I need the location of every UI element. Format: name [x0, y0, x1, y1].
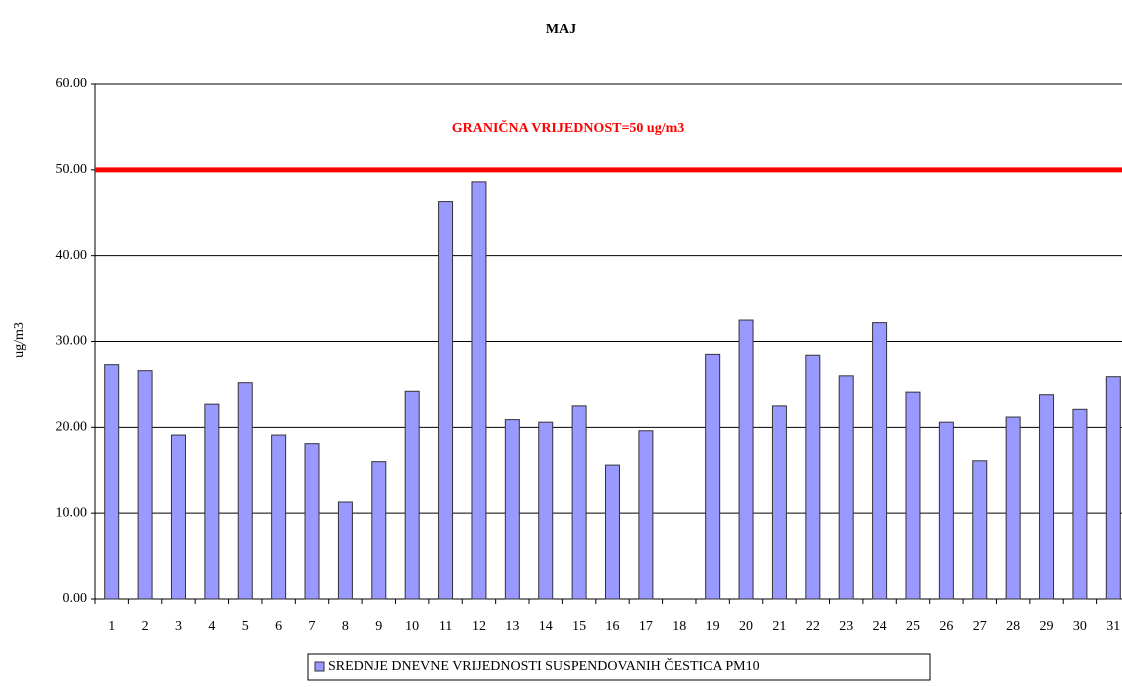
bar	[638, 430, 654, 600]
threshold-label: GRANIČNA VRIJEDNOST=50 ug/m3	[452, 119, 685, 136]
y-tick-label: 20.00	[56, 420, 88, 435]
bar	[938, 421, 954, 600]
x-tick-label: 14	[539, 619, 553, 634]
x-tick-label: 8	[342, 619, 349, 634]
x-tick-label: 4	[208, 619, 215, 634]
bar	[538, 421, 554, 600]
x-tick-label: 10	[405, 619, 419, 634]
bar	[304, 443, 320, 600]
y-tick-label: 0.00	[63, 591, 88, 606]
bar	[104, 364, 120, 600]
bar	[438, 201, 454, 600]
y-tick-label: 30.00	[56, 334, 88, 349]
x-tick-label: 3	[175, 619, 182, 634]
x-tick-label: 29	[1040, 619, 1054, 634]
x-tick-label: 18	[672, 619, 686, 634]
x-tick-label: 7	[309, 619, 316, 634]
x-tick-label: 12	[472, 619, 486, 634]
x-tick-label: 22	[806, 619, 820, 634]
x-tick-label: 26	[939, 619, 953, 634]
x-tick-label: 30	[1073, 619, 1087, 634]
x-tick-label: 16	[606, 619, 620, 634]
x-tick-label: 31	[1106, 619, 1120, 634]
y-tick-label: 10.00	[56, 505, 88, 520]
x-tick-label: 11	[439, 619, 452, 634]
bar	[504, 419, 520, 600]
x-tick-label: 23	[839, 619, 853, 634]
x-tick-label: 13	[505, 619, 519, 634]
bar	[137, 370, 153, 600]
x-tick-label: 17	[639, 619, 653, 634]
y-tick-label: 40.00	[56, 248, 88, 263]
x-tick-label: 9	[375, 619, 382, 634]
legend-label: SREDNJE DNEVNE VRIJEDNOSTI SUSPENDOVANIH…	[328, 657, 760, 674]
bar	[204, 403, 220, 600]
x-tick-label: 15	[572, 619, 586, 634]
chart-title: MAJ	[546, 22, 576, 37]
bar	[1105, 376, 1121, 600]
legend-box	[307, 653, 931, 681]
bar	[271, 434, 287, 600]
bar	[1005, 416, 1021, 600]
x-tick-label: 21	[772, 619, 786, 634]
x-tick-label: 24	[873, 619, 887, 634]
bar	[337, 501, 353, 600]
bar	[705, 353, 721, 600]
bar	[872, 322, 888, 600]
x-tick-label: 19	[706, 619, 720, 634]
x-tick-label: 20	[739, 619, 753, 634]
bar	[838, 375, 854, 600]
bar	[170, 434, 186, 600]
x-tick-label: 27	[973, 619, 987, 634]
x-tick-label: 25	[906, 619, 920, 634]
bar	[605, 464, 620, 600]
bar	[1039, 394, 1055, 600]
bar	[972, 460, 988, 600]
x-tick-label: 5	[242, 619, 249, 634]
bar	[1072, 408, 1088, 600]
y-tick-label: 60.00	[56, 76, 88, 91]
bar	[771, 405, 787, 600]
x-tick-label: 6	[275, 619, 282, 634]
bar	[471, 181, 487, 600]
bar	[905, 391, 921, 600]
bar	[371, 461, 387, 600]
bar	[571, 405, 587, 600]
bar	[805, 354, 821, 600]
bar	[738, 319, 754, 600]
y-axis-label: ug/m3	[12, 322, 27, 358]
x-tick-label: 2	[142, 619, 149, 634]
legend-swatch	[314, 661, 325, 672]
x-tick-label: 28	[1006, 619, 1020, 634]
bar	[404, 390, 420, 600]
y-tick-label: 50.00	[56, 162, 88, 177]
bar	[237, 382, 253, 600]
x-tick-label: 1	[108, 619, 115, 634]
